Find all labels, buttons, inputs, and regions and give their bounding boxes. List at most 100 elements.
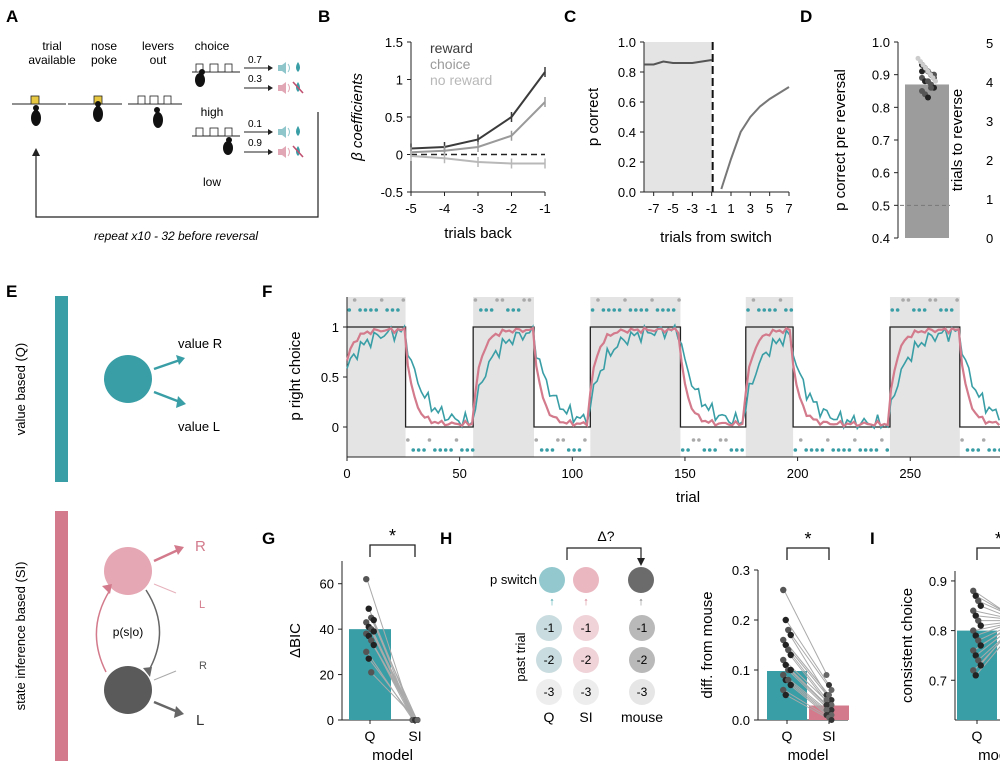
i-point bbox=[970, 647, 977, 654]
chart-g: 0 20 40 60 Q SI * model ΔBIC bbox=[287, 526, 422, 764]
h-pair-line bbox=[789, 684, 828, 716]
f-choice-dot bbox=[729, 448, 734, 452]
h-point bbox=[826, 692, 832, 698]
mouse-icon bbox=[31, 105, 41, 126]
lag-label: -3 bbox=[544, 685, 555, 699]
past-trial-label: past trial bbox=[513, 632, 528, 681]
value-r-label: value R bbox=[178, 336, 222, 351]
h-point bbox=[782, 641, 789, 649]
f-choice-dot bbox=[460, 448, 464, 452]
f-choice-dot bbox=[438, 448, 443, 452]
i-point bbox=[970, 607, 977, 614]
lever-icon bbox=[163, 95, 172, 105]
p-switch-label: p switch bbox=[490, 572, 537, 587]
c-pre-shade bbox=[644, 42, 712, 192]
f-block-shade bbox=[590, 297, 681, 457]
f-choice-dot bbox=[751, 298, 756, 302]
h-point bbox=[823, 702, 830, 708]
f-choice-dot bbox=[863, 448, 868, 452]
i-sig-bracket bbox=[976, 547, 1000, 560]
h-point bbox=[828, 702, 835, 708]
f-choice-dot bbox=[661, 308, 665, 312]
stage-label-trial: trial available bbox=[28, 39, 76, 67]
f-choice-dot bbox=[470, 448, 475, 452]
h-point bbox=[782, 661, 789, 669]
f-choice-dot bbox=[374, 308, 379, 312]
d-ytick: 0.7 bbox=[872, 133, 890, 148]
c-ytick: 0.2 bbox=[618, 155, 636, 170]
f-choice-dot bbox=[650, 298, 654, 302]
b-ytick: 1.5 bbox=[385, 35, 403, 50]
f-xtick: 100 bbox=[561, 466, 583, 481]
light-icon bbox=[30, 95, 40, 105]
f-choice-dot bbox=[680, 448, 685, 452]
h-ytick: 0.1 bbox=[732, 663, 750, 678]
i-point bbox=[970, 627, 977, 634]
f-choice-dot bbox=[369, 308, 373, 312]
h-ytick: 0.3 bbox=[732, 563, 750, 578]
h-point bbox=[828, 687, 835, 693]
d-ytick: 0.8 bbox=[872, 100, 890, 115]
f-choice-dot bbox=[960, 438, 964, 442]
i-point bbox=[972, 632, 979, 639]
b-xtick: -2 bbox=[506, 201, 518, 216]
i-pair-line bbox=[975, 595, 1000, 610]
c-xtick: -1 bbox=[706, 201, 718, 216]
h-point bbox=[785, 626, 792, 634]
f-choice-dot bbox=[566, 448, 571, 452]
i-pair-line bbox=[977, 639, 1000, 661]
f-choice-dot bbox=[922, 308, 927, 312]
f-choice-dot bbox=[858, 448, 863, 452]
lag-circle bbox=[536, 615, 562, 641]
c-xtick: 7 bbox=[785, 201, 792, 216]
i-pair-line bbox=[973, 610, 1000, 617]
f-choice-dot bbox=[885, 448, 890, 452]
i-point bbox=[970, 667, 977, 674]
panel-e: E value based (Q) value R value L state … bbox=[6, 282, 222, 761]
f-block-shade bbox=[745, 297, 794, 457]
g-ytick: 0 bbox=[327, 713, 334, 728]
f-si-model-line bbox=[345, 326, 1000, 428]
f-choice-dot bbox=[406, 438, 410, 442]
i-point bbox=[977, 622, 984, 629]
h-point bbox=[780, 586, 787, 594]
f-choice-dot bbox=[465, 448, 470, 452]
f-choice-dot bbox=[484, 308, 489, 312]
panel-letter-d: D bbox=[800, 7, 812, 26]
mouse-icon bbox=[223, 137, 233, 155]
stage-label-nose: nose poke bbox=[91, 39, 117, 67]
lag-circle bbox=[629, 679, 655, 705]
i-point bbox=[970, 587, 977, 595]
d-right-ytick: 2 bbox=[986, 153, 993, 168]
repeat-loop bbox=[35, 112, 319, 218]
si-l-big: L bbox=[196, 712, 204, 729]
h-ylabel: diff. from mouse bbox=[699, 591, 716, 698]
h-point bbox=[828, 717, 835, 723]
f-choice-dot bbox=[390, 308, 395, 312]
stage-illustrations bbox=[12, 63, 240, 155]
f-choice-dot bbox=[890, 308, 895, 312]
water-drop-icon bbox=[296, 126, 300, 136]
f-choice-dot bbox=[500, 298, 505, 302]
h-pair-line bbox=[783, 689, 830, 718]
f-choice-dot bbox=[644, 308, 649, 312]
lag-label: -1 bbox=[544, 621, 555, 635]
i-pair-line bbox=[977, 600, 1000, 612]
f-choice-dot bbox=[691, 438, 696, 442]
panel-letter-c: C bbox=[564, 7, 576, 26]
h-ytick: 0.2 bbox=[732, 613, 750, 628]
h-col-si: SI bbox=[579, 709, 592, 725]
i-point bbox=[975, 657, 982, 664]
i-ylabel: consistent choice bbox=[899, 588, 916, 703]
f-choice-dot bbox=[804, 448, 808, 452]
c-post-line bbox=[720, 86, 790, 190]
value-circle bbox=[104, 355, 152, 403]
h-sig-star: * bbox=[804, 529, 811, 549]
f-choice-dot bbox=[634, 308, 638, 312]
h-point bbox=[780, 656, 787, 664]
state-circle-right bbox=[104, 547, 152, 595]
d-point bbox=[933, 78, 938, 84]
f-choice-dot bbox=[981, 438, 986, 442]
g-pair-line bbox=[370, 671, 418, 721]
